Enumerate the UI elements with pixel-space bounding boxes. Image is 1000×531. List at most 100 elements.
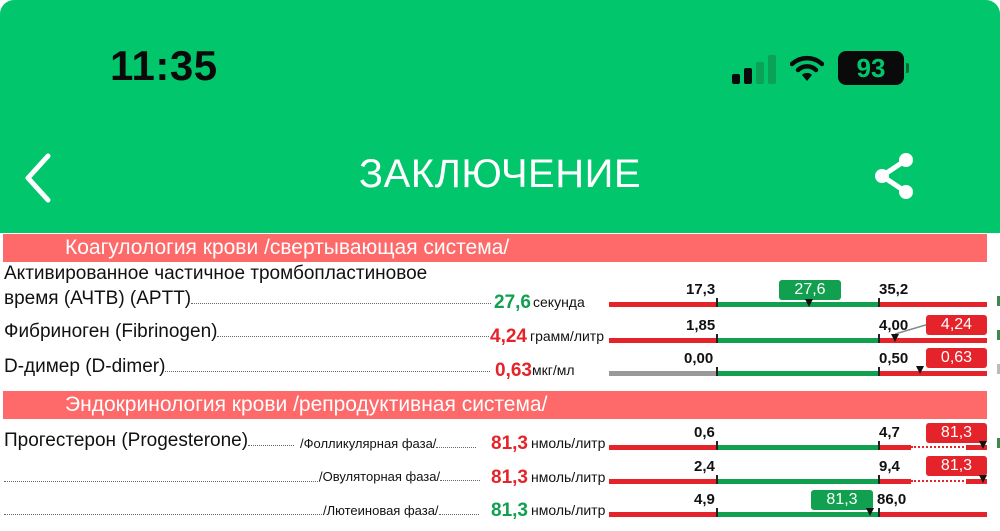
range-tick xyxy=(878,475,880,484)
test-name-line1: Активированное частичное тромбопластинов… xyxy=(4,263,428,284)
phase-text: /Лютеиновая фаза/ xyxy=(323,503,439,518)
range-bar-normal xyxy=(717,479,879,484)
test-name-text: Фибриноген (Fibrinogen) xyxy=(4,321,218,342)
value-badge: 81,3 xyxy=(926,456,987,476)
status-icons: 93 xyxy=(732,48,909,88)
test-name: Фибриноген (Fibrinogen) xyxy=(4,321,490,343)
range-tick xyxy=(878,367,880,376)
range-high-label: 4,00 xyxy=(879,317,909,334)
phase-text: /Овуляторная фаза/ xyxy=(319,469,441,484)
value-badge: 81,3 xyxy=(811,490,873,510)
range-bar-high xyxy=(879,302,987,307)
range-bar-low xyxy=(609,371,717,376)
range-bar-high-end xyxy=(966,479,987,484)
wifi-icon xyxy=(790,55,824,81)
test-name-text: D-димер (D-dimer) xyxy=(4,356,166,377)
value-marker-icon xyxy=(805,299,813,307)
range-tick xyxy=(878,334,880,343)
range-bar-normal xyxy=(717,371,879,376)
range-tick xyxy=(716,508,718,517)
test-value: 0,63 xyxy=(495,360,532,381)
phase-label: /Овуляторная фаза/ xyxy=(319,469,481,484)
range-tick xyxy=(716,367,718,376)
edge-indicator xyxy=(997,296,1000,306)
battery-icon: 93 xyxy=(838,51,909,85)
range-bar-normal xyxy=(717,445,879,450)
range-tick xyxy=(878,441,880,450)
value-marker-icon xyxy=(979,441,987,449)
test-name-placeholder xyxy=(4,499,326,521)
app-header: 11:35 93 ЗАКЛЮЧЕНИЕ xyxy=(0,0,1000,233)
test-name-line2: время (АЧТВ) (APTT) xyxy=(4,288,192,309)
test-value: 81,3 xyxy=(491,500,528,521)
value-marker-icon xyxy=(916,366,924,374)
range-tick xyxy=(716,298,718,307)
test-unit: нмоль/литр xyxy=(531,502,606,518)
test-unit: нмоль/литр xyxy=(531,435,606,451)
range-bar-low xyxy=(609,512,717,517)
range-bar-high xyxy=(879,371,987,376)
range-tick xyxy=(716,441,718,450)
phase-label: /Фолликулярная фаза/ xyxy=(300,436,477,451)
section-header-coagulation: Коагулология крови /свертывающая система… xyxy=(3,234,987,262)
range-break xyxy=(911,446,964,448)
range-break xyxy=(911,480,964,482)
range-bar-normal xyxy=(717,302,879,307)
range-low-label: 0,6 xyxy=(694,424,715,441)
range-bar-high xyxy=(879,479,911,484)
test-name: Прогестерон (Progesterone) xyxy=(4,430,295,452)
range-high-label: 9,4 xyxy=(879,458,900,475)
range-bar-high xyxy=(879,445,911,450)
value-marker-icon xyxy=(979,475,987,483)
test-unit: мкг/мл xyxy=(532,362,575,378)
range-high-label: 0,50 xyxy=(879,350,909,367)
range-tick xyxy=(878,508,880,517)
test-unit: грамм/литр xyxy=(530,328,605,344)
range-bar-high xyxy=(879,512,987,517)
range-bar-low xyxy=(609,338,717,343)
test-value: 4,24 xyxy=(490,326,527,347)
value-marker-icon xyxy=(866,508,874,516)
range-low-label: 0,00 xyxy=(684,350,714,367)
range-tick xyxy=(878,298,880,307)
range-bar-low xyxy=(609,479,717,484)
value-badge: 0,63 xyxy=(926,348,987,368)
test-value: 81,3 xyxy=(491,433,528,454)
range-bar-low xyxy=(609,445,717,450)
range-tick xyxy=(716,475,718,484)
value-badge: 81,3 xyxy=(926,423,987,443)
test-name: D-димер (D-dimer) xyxy=(4,356,491,378)
test-unit: секунда xyxy=(533,294,585,310)
edge-indicator xyxy=(997,438,1000,448)
test-unit: нмоль/литр xyxy=(531,469,606,485)
range-low-label: 2,4 xyxy=(694,458,715,475)
status-time: 11:35 xyxy=(110,42,218,89)
back-button[interactable] xyxy=(18,148,58,208)
range-tick xyxy=(716,334,718,343)
range-high-label: 86,0 xyxy=(877,491,907,508)
value-badge: 27,6 xyxy=(779,280,841,300)
range-low-label: 1,85 xyxy=(686,317,716,334)
range-bar-high xyxy=(879,338,987,343)
test-name-text: Прогестерон (Progesterone) xyxy=(4,430,249,451)
edge-indicator xyxy=(997,364,1000,374)
test-name: время (АЧТВ) (APTT) xyxy=(4,288,492,310)
phase-text: /Фолликулярная фаза/ xyxy=(300,436,437,451)
phase-label: /Лютеиновая фаза/ xyxy=(323,503,479,518)
range-high-label: 35,2 xyxy=(879,281,909,298)
range-high-label: 4,7 xyxy=(879,424,900,441)
range-bar-normal xyxy=(717,512,879,517)
range-bar-high-end xyxy=(966,445,987,450)
test-value: 81,3 xyxy=(491,467,528,488)
badge-leader-line xyxy=(895,323,930,335)
range-low-label: 4,9 xyxy=(694,491,715,508)
range-bar-normal xyxy=(717,338,879,343)
share-button[interactable] xyxy=(870,150,920,204)
range-bar-low xyxy=(609,302,717,307)
edge-indicator xyxy=(997,330,1000,340)
value-badge: 4,24 xyxy=(926,315,987,335)
range-low-label: 17,3 xyxy=(686,281,716,298)
cellular-signal-icon xyxy=(732,52,776,84)
page-title: ЗАКЛЮЧЕНИЕ xyxy=(358,152,642,196)
test-value: 27,6 xyxy=(494,292,531,313)
